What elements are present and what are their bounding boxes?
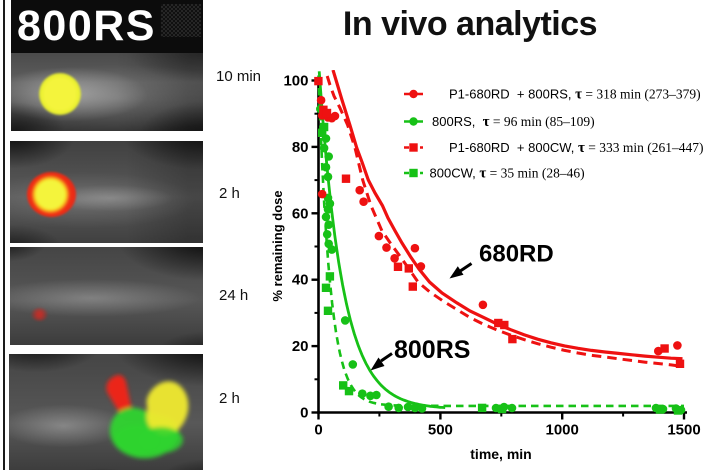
svg-text:0: 0 xyxy=(314,422,322,439)
svg-text:P1-680RD + 800CW, τ = 333 min: P1-680RD + 800CW, τ = 333 min (261–447) xyxy=(449,140,704,156)
svg-text:80: 80 xyxy=(292,139,309,156)
svg-text:800RS, τ = 96 min (85–109): 800RS, τ = 96 min (85–109) xyxy=(432,114,595,130)
svg-text:680RD: 680RD xyxy=(479,241,554,268)
svg-text:0: 0 xyxy=(300,405,308,422)
svg-text:60: 60 xyxy=(292,205,309,222)
svg-text:100: 100 xyxy=(283,73,308,90)
svg-text:time, min: time, min xyxy=(470,446,531,462)
svg-text:1000: 1000 xyxy=(546,422,579,439)
svg-text:1500: 1500 xyxy=(667,422,700,439)
svg-text:% remaining dose: % remaining dose xyxy=(270,190,285,301)
svg-text:800RS: 800RS xyxy=(394,336,470,364)
svg-text:500: 500 xyxy=(428,422,453,439)
svg-text:P1-680RD + 800RS, τ = 318 min: P1-680RD + 800RS, τ = 318 min (273–379) xyxy=(449,87,701,103)
svg-text:20: 20 xyxy=(292,338,309,355)
svg-text:40: 40 xyxy=(292,272,309,289)
svg-text:800CW, τ = 35 min (28–46): 800CW, τ = 35 min (28–46) xyxy=(430,166,585,182)
